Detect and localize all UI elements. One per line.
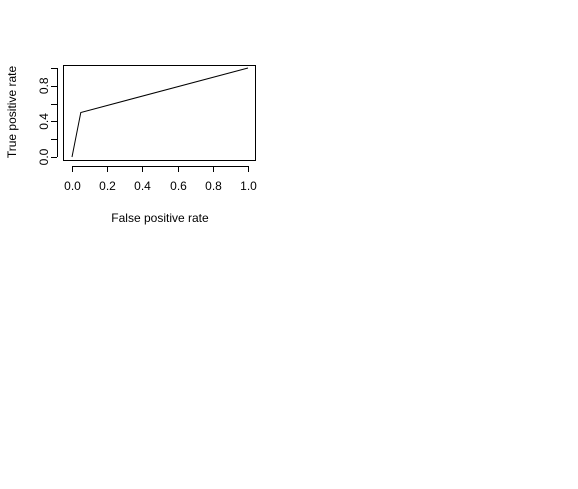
x-tick-label: 0.8 — [205, 179, 222, 193]
x-axis: 0.0 0.2 0.4 0.6 0.8 1.0 — [64, 166, 257, 193]
y-tick-label: 0.8 — [37, 77, 51, 94]
x-tick-label: 0.0 — [64, 179, 81, 193]
x-tick-label: 1.0 — [240, 179, 257, 193]
x-tick-label: 0.6 — [170, 179, 187, 193]
x-tick-label: 0.2 — [99, 179, 116, 193]
plot-frame — [63, 65, 256, 161]
y-axis: 0.0 0.4 0.8 — [37, 68, 58, 165]
y-axis-label: True positive rate — [5, 66, 19, 159]
y-tick-label: 0.0 — [37, 148, 51, 165]
x-tick-label: 0.4 — [134, 179, 151, 193]
series-layer — [71, 67, 249, 158]
x-axis-label: False positive rate — [111, 211, 209, 225]
y-tick-label: 0.4 — [37, 113, 51, 130]
roc-curve-line — [71, 67, 249, 158]
